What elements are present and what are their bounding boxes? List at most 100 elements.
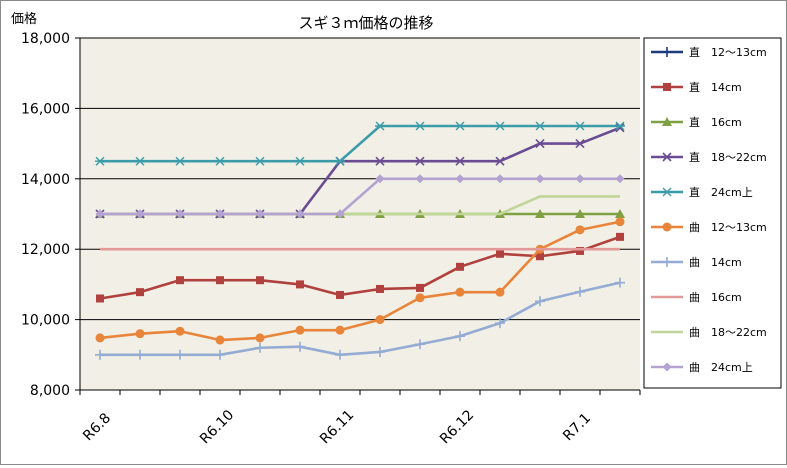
legend-entry: 曲 14cm (651, 256, 742, 269)
data-point (135, 329, 145, 339)
data-point (455, 156, 465, 166)
series-line (100, 124, 620, 163)
series-6 (95, 217, 625, 345)
data-point (495, 318, 505, 329)
x-tick-label: R7.1 (560, 410, 594, 444)
data-point (335, 325, 345, 335)
data-point (95, 156, 105, 166)
legend-label: 直 12～13cm (689, 45, 767, 59)
data-point (455, 331, 465, 342)
series-lines (95, 121, 625, 360)
data-point (496, 249, 504, 258)
data-point (255, 342, 265, 353)
data-point (135, 156, 145, 166)
series-10 (95, 174, 625, 219)
legend-marker (662, 257, 672, 267)
data-point (455, 174, 465, 184)
data-point (375, 346, 385, 357)
data-point (536, 252, 544, 261)
data-point (335, 156, 345, 166)
data-point (375, 315, 385, 325)
data-point (456, 262, 464, 271)
legend-marker (662, 362, 672, 372)
data-point (216, 276, 224, 285)
data-point (575, 225, 585, 235)
legend-label: 曲 14cm (689, 256, 742, 269)
data-point (96, 294, 104, 303)
legend-entry: 直 18～22cm (651, 150, 767, 164)
data-point (336, 290, 344, 299)
data-point (335, 209, 345, 219)
y-axis-ticks: 8,000 10,000 12,000 14,000 16,000 18,000 (21, 31, 80, 399)
data-point (176, 276, 184, 285)
x-tick-label: R6.11 (317, 407, 357, 447)
data-point (136, 288, 144, 297)
legend-label: 直 18～22cm (689, 150, 767, 164)
legend-entry: 直 12～13cm (651, 45, 767, 59)
data-point (175, 349, 185, 360)
data-point (495, 121, 505, 131)
data-point (416, 283, 424, 292)
legend-label: 曲 12～13cm (689, 221, 767, 234)
data-point (415, 121, 425, 131)
data-point (615, 209, 625, 218)
series-line (99, 220, 621, 342)
legend-marker (663, 83, 671, 91)
data-point (535, 121, 545, 131)
data-point (295, 209, 305, 219)
data-point (575, 209, 585, 218)
data-point (575, 286, 585, 297)
y-tick-label: 18,000 (21, 31, 70, 47)
data-point (615, 174, 625, 184)
legend (643, 37, 782, 389)
data-point (415, 156, 425, 166)
legend-entry: 曲 16cm (651, 291, 742, 304)
series-line (100, 177, 620, 216)
data-point (535, 209, 545, 218)
data-point (255, 333, 265, 343)
legend-entry: 直 16cm (651, 115, 742, 129)
data-point (376, 284, 384, 293)
legend-entry: 直 24cm上 (651, 185, 753, 199)
data-point (415, 339, 425, 350)
data-point (255, 156, 265, 166)
legend-marker (662, 152, 672, 162)
y-tick-label: 12,000 (21, 242, 70, 258)
data-point (215, 156, 225, 166)
data-point (615, 121, 625, 131)
data-point (335, 349, 345, 360)
data-point (415, 174, 425, 184)
data-point (575, 139, 585, 149)
legend-entry: 直 14cm (651, 80, 742, 94)
data-point (535, 139, 545, 149)
data-point (95, 209, 105, 219)
y-axis-label: 価格 (11, 11, 37, 27)
legend-marker (662, 222, 672, 232)
data-point (256, 276, 264, 285)
data-point (255, 209, 265, 219)
data-point (455, 287, 465, 297)
data-point (295, 156, 305, 166)
data-point (495, 156, 505, 166)
x-axis-ticks: R6.8 R6.10 R6.11 R6.12 R7.1 (79, 390, 641, 447)
x-tick-label: R6.12 (437, 407, 477, 447)
data-point (455, 121, 465, 131)
data-point (415, 293, 425, 303)
series-line (100, 281, 621, 357)
legend-label: 曲 18～22cm (689, 326, 767, 339)
data-point (215, 335, 225, 345)
data-point (215, 209, 225, 219)
data-point (615, 217, 625, 227)
legend-label: 直 24cm上 (689, 185, 753, 199)
legend-entry: 曲 18～22cm (651, 326, 767, 339)
series-7 (95, 277, 625, 360)
chart-title: スギ３ｍ価格の推移 (298, 14, 433, 32)
data-point (295, 341, 305, 352)
data-point (615, 277, 625, 288)
y-tick-label: 8,000 (30, 383, 70, 399)
y-tick-label: 10,000 (21, 313, 70, 329)
data-point (95, 349, 105, 360)
